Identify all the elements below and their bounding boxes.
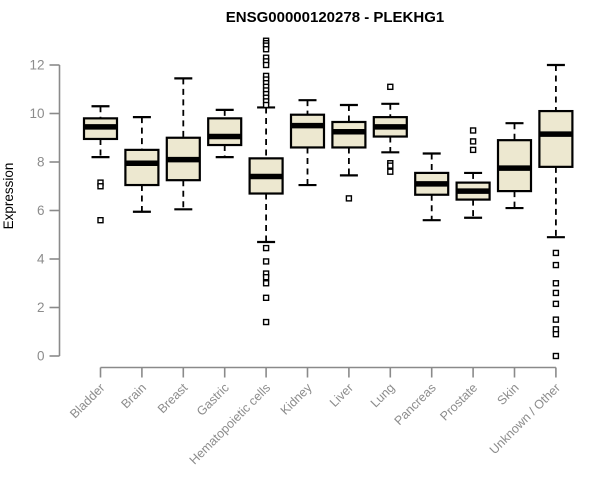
y-axis-label: Expression [1, 163, 16, 230]
x-tick-label: Gastric [194, 381, 232, 419]
outlier-point [262, 280, 270, 287]
outlier-point [387, 83, 394, 91]
box-skin [496, 122, 533, 210]
x-tick-label: Unknown / Other [487, 381, 563, 457]
x-tick-label: Breast [155, 380, 191, 416]
box-unknown-other [538, 63, 574, 360]
outlier-point [262, 61, 270, 69]
box-lung [372, 83, 408, 175]
y-tick-label: 10 [29, 106, 44, 121]
box-breast [165, 77, 201, 211]
outlier-point [97, 216, 104, 224]
outlier-point [262, 46, 270, 53]
y-tick-label: 6 [37, 203, 45, 218]
outlier-point [552, 316, 560, 323]
y-tick-label: 8 [37, 155, 45, 170]
outlier-point [552, 352, 560, 360]
y-tick-label: 4 [37, 252, 45, 267]
y-tick-label: 12 [29, 58, 44, 73]
outlier-point [469, 127, 477, 134]
x-tick-label: Pancreas [392, 381, 439, 428]
boxes-layer [82, 37, 574, 360]
outlier-point [262, 101, 270, 109]
chart-title: ENSG00000120278 - PLEKHG1 [226, 9, 444, 26]
outlier-point [345, 195, 353, 202]
y-tick-label: 0 [37, 349, 45, 364]
box-pancreas [414, 152, 450, 222]
outlier-point [552, 249, 560, 257]
y-axis: 0 2 4 6 8 10 12 [29, 58, 61, 364]
outlier-point [262, 294, 270, 301]
outlier-point [552, 261, 560, 269]
outlier-point [262, 318, 270, 326]
iqr-box [331, 120, 367, 149]
outlier-point [552, 280, 560, 287]
outlier-point [552, 330, 560, 338]
x-tick-label: Kidney [278, 380, 315, 417]
outlier-point [387, 168, 394, 175]
iqr-box [124, 148, 160, 187]
outlier-point [387, 162, 394, 169]
x-tick-label: Skin [495, 381, 522, 408]
x-tick-label: Liver [327, 381, 356, 410]
iqr-box [538, 109, 574, 168]
outlier-point [97, 183, 104, 190]
outlier-point [262, 258, 270, 265]
x-tick-label: Bladder [67, 381, 107, 421]
box-brain [124, 116, 160, 213]
box-hematopoietic-cells [248, 37, 284, 326]
outlier-point [469, 138, 477, 145]
x-tick-label: Prostate [437, 381, 480, 424]
outlier-point [552, 300, 560, 308]
outlier-point [262, 273, 270, 281]
box-prostate [455, 127, 491, 219]
outlier-point [469, 146, 477, 154]
outlier-point [262, 244, 270, 252]
iqr-box [207, 117, 243, 147]
iqr-box [289, 113, 326, 149]
outlier-point [552, 289, 560, 297]
x-tick-label: Hematopoietic cells [187, 381, 274, 468]
x-tick-label: Brain [118, 381, 149, 412]
box-liver [331, 103, 367, 202]
box-bladder [82, 105, 119, 224]
box-kidney [289, 99, 326, 187]
box-gastric [207, 108, 243, 159]
x-tick-label: Lung [368, 381, 398, 411]
y-tick-label: 2 [37, 300, 45, 315]
